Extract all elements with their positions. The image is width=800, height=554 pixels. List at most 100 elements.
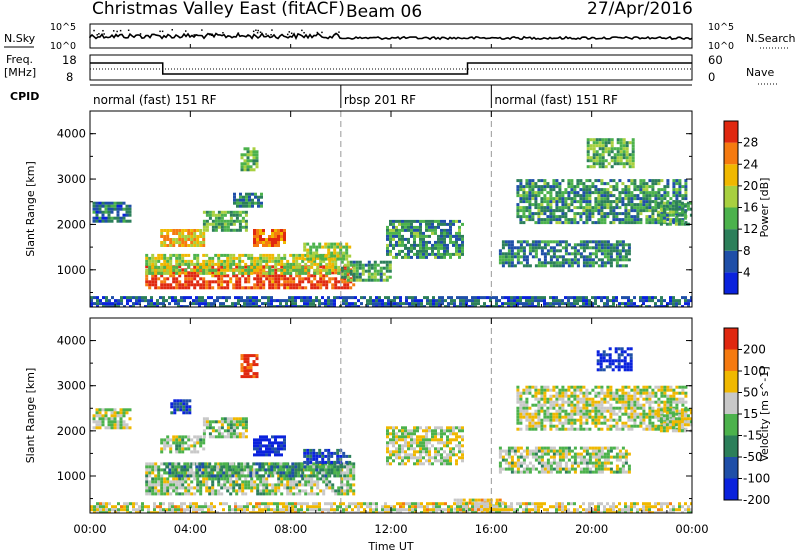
heatmap-cell <box>95 219 99 223</box>
heatmap-cell <box>238 432 242 436</box>
heatmap-cell <box>395 426 398 430</box>
heatmap-cell <box>510 240 514 244</box>
heatmap-cell <box>168 462 172 466</box>
heatmap-cell <box>238 483 242 487</box>
heatmap-cell <box>449 231 452 235</box>
heatmap-cell <box>313 483 317 487</box>
heatmap-cell <box>111 305 114 307</box>
heatmap-cell <box>148 265 152 269</box>
heatmap-cell <box>298 253 302 257</box>
heatmap-cell <box>600 212 604 216</box>
heatmap-cell <box>277 435 280 439</box>
heatmap-cell <box>413 246 416 250</box>
heatmap-cell <box>268 286 272 290</box>
heatmap-cell <box>249 165 253 169</box>
heatmap-cell <box>279 474 283 478</box>
heatmap-cell <box>404 435 407 439</box>
heatmap-cell <box>313 286 317 290</box>
nave-label: Nave <box>746 66 774 79</box>
heatmap-cell <box>169 262 173 266</box>
heatmap-cell <box>101 423 105 427</box>
heatmap-cell <box>537 185 541 189</box>
heatmap-cell <box>431 219 434 223</box>
heatmap-cell <box>519 200 523 204</box>
heatmap-cell <box>309 245 313 249</box>
heatmap-cell <box>175 238 179 241</box>
heatmap-cell <box>395 252 398 256</box>
heatmap-cell <box>579 194 583 198</box>
heatmap-cell <box>395 438 398 442</box>
heatmap-cell <box>318 245 322 249</box>
heatmap-cell <box>226 486 230 490</box>
heatmap-cell <box>549 200 553 204</box>
heatmap-cell <box>298 489 302 493</box>
heatmap-cell <box>432 296 435 300</box>
heatmap-cell <box>522 470 526 474</box>
heatmap-cell <box>588 264 592 268</box>
heatmap-cell <box>379 278 383 282</box>
heatmap-cell <box>283 283 287 287</box>
heatmap-cell <box>154 486 158 490</box>
heatmap-cell <box>684 221 688 225</box>
heatmap-cell <box>513 449 517 453</box>
heatmap-cell <box>678 191 682 195</box>
heatmap-cell <box>531 188 535 192</box>
heatmap-cell <box>322 268 326 272</box>
heatmap-cell <box>642 200 646 204</box>
heatmap-cell <box>625 144 629 148</box>
heatmap-cell <box>428 225 431 229</box>
heatmap-cell <box>504 449 508 453</box>
heatmap-cell <box>435 302 438 306</box>
heatmap-cell <box>441 296 444 300</box>
heatmap-cell <box>528 218 532 222</box>
heatmap-cell <box>202 232 206 235</box>
heatmap-cell <box>271 259 275 263</box>
noise-spike <box>286 33 289 36</box>
heatmap-cell <box>304 271 308 275</box>
heatmap-cell <box>235 477 239 481</box>
heatmap-cell <box>606 197 610 201</box>
heatmap-cell <box>271 271 275 275</box>
heatmap-cell <box>540 464 544 468</box>
heatmap-cell <box>392 255 395 259</box>
heatmap-cell <box>181 262 185 266</box>
heatmap-cell <box>318 242 322 246</box>
heatmap-cell <box>543 261 547 265</box>
heatmap-cell <box>217 210 221 214</box>
heatmap-cell <box>343 465 347 469</box>
heatmap-cell <box>257 198 260 202</box>
heatmap-cell <box>250 286 254 290</box>
heatmap-cell <box>268 438 271 442</box>
heatmap-cell <box>316 256 320 260</box>
heatmap-cell <box>241 216 245 220</box>
heatmap-cell <box>104 216 108 220</box>
heatmap-cell <box>624 302 627 306</box>
heatmap-cell <box>398 450 401 454</box>
heatmap-cell <box>336 296 339 300</box>
heatmap-cell <box>241 417 245 421</box>
heatmap-cell <box>429 305 432 307</box>
heatmap-cell <box>622 153 626 157</box>
heatmap-cell <box>271 238 274 241</box>
heatmap-cell <box>395 435 398 439</box>
heatmap-cell <box>145 489 149 493</box>
heatmap-cell <box>95 201 99 205</box>
heatmap-cell <box>301 277 305 281</box>
heatmap-cell <box>184 241 188 244</box>
heatmap-cell <box>531 243 535 247</box>
heatmap-cell <box>298 262 302 266</box>
heatmap-cell <box>294 305 297 307</box>
heatmap-cell <box>570 203 574 207</box>
heatmap-cell <box>327 299 330 303</box>
heatmap-cell <box>498 261 502 265</box>
heatmap-cell <box>223 222 227 226</box>
heatmap-cell <box>437 447 440 451</box>
heatmap-cell <box>398 243 401 247</box>
heatmap-cell <box>425 453 428 457</box>
heatmap-cell <box>289 283 293 287</box>
heatmap-cell <box>546 452 550 456</box>
heatmap-cell <box>181 477 185 481</box>
heatmap-cell <box>309 296 312 300</box>
heatmap-cell <box>422 252 425 256</box>
heatmap-cell <box>612 179 616 183</box>
